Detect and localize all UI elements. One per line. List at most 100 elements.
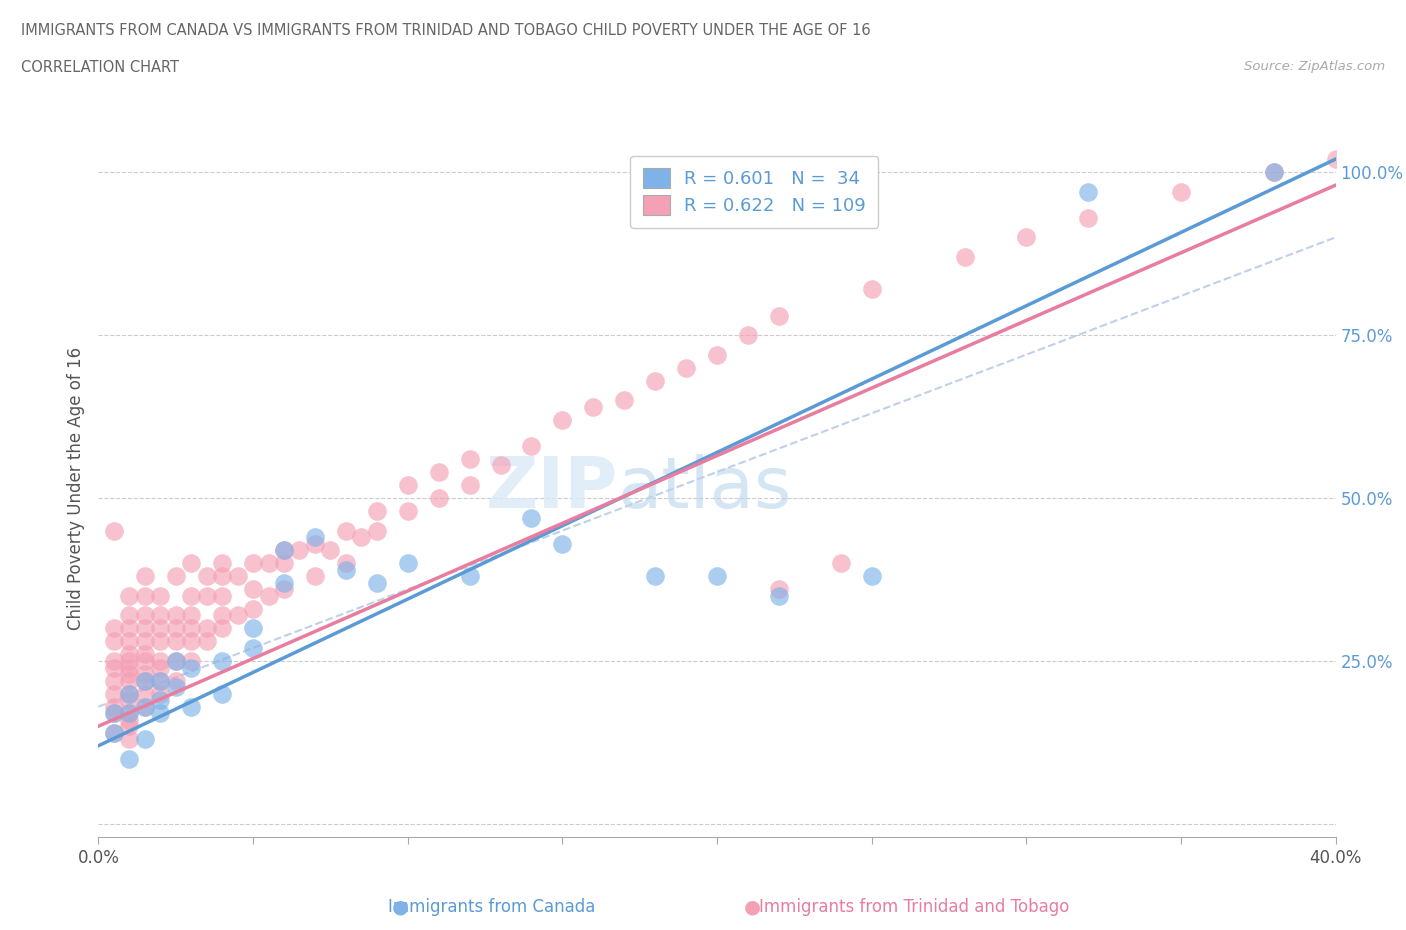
Point xyxy=(134,647,156,662)
Point xyxy=(103,706,125,721)
Point xyxy=(149,654,172,669)
Point xyxy=(180,654,202,669)
Point xyxy=(458,569,481,584)
Point xyxy=(103,725,125,740)
Point xyxy=(458,451,481,466)
Point xyxy=(180,589,202,604)
Point xyxy=(582,399,605,414)
Point xyxy=(427,464,450,479)
Point xyxy=(675,360,697,375)
Point xyxy=(644,569,666,584)
Legend: R = 0.601   N =  34, R = 0.622   N = 109: R = 0.601 N = 34, R = 0.622 N = 109 xyxy=(630,155,879,228)
Point xyxy=(149,589,172,604)
Point xyxy=(319,543,342,558)
Point xyxy=(257,589,280,604)
Point xyxy=(396,556,419,571)
Point xyxy=(396,477,419,492)
Point xyxy=(195,589,218,604)
Text: Immigrants from Trinidad and Tobago: Immigrants from Trinidad and Tobago xyxy=(759,897,1069,916)
Point xyxy=(350,530,373,545)
Point xyxy=(195,634,218,649)
Point xyxy=(134,608,156,623)
Point xyxy=(273,576,295,591)
Point xyxy=(211,621,233,636)
Point xyxy=(242,602,264,617)
Point xyxy=(520,438,543,453)
Point xyxy=(226,608,249,623)
Point xyxy=(118,712,141,727)
Point xyxy=(180,699,202,714)
Point xyxy=(1077,184,1099,199)
Point xyxy=(149,621,172,636)
Point xyxy=(706,569,728,584)
Point xyxy=(103,706,125,721)
Point xyxy=(118,706,141,721)
Point xyxy=(149,706,172,721)
Point xyxy=(768,308,790,323)
Point xyxy=(180,660,202,675)
Text: ZIP: ZIP xyxy=(486,454,619,523)
Point xyxy=(1263,165,1285,179)
Point xyxy=(335,556,357,571)
Point xyxy=(165,680,187,695)
Point xyxy=(118,621,141,636)
Point xyxy=(165,654,187,669)
Point xyxy=(165,673,187,688)
Point xyxy=(644,373,666,388)
Point xyxy=(149,686,172,701)
Point xyxy=(103,673,125,688)
Point xyxy=(134,569,156,584)
Point xyxy=(953,249,976,264)
Point xyxy=(118,634,141,649)
Point xyxy=(273,543,295,558)
Point xyxy=(180,556,202,571)
Point xyxy=(830,556,852,571)
Point xyxy=(103,660,125,675)
Text: Immigrants from Canada: Immigrants from Canada xyxy=(388,897,596,916)
Point xyxy=(165,569,187,584)
Point xyxy=(304,569,326,584)
Point xyxy=(103,725,125,740)
Point xyxy=(180,634,202,649)
Point xyxy=(118,686,141,701)
Point xyxy=(551,412,574,427)
Point xyxy=(768,582,790,597)
Point xyxy=(273,543,295,558)
Point xyxy=(1263,165,1285,179)
Text: CORRELATION CHART: CORRELATION CHART xyxy=(21,60,179,75)
Point xyxy=(366,576,388,591)
Point xyxy=(304,537,326,551)
Point xyxy=(211,569,233,584)
Point xyxy=(335,524,357,538)
Point xyxy=(458,477,481,492)
Point xyxy=(118,706,141,721)
Point xyxy=(1077,210,1099,225)
Point xyxy=(103,524,125,538)
Point xyxy=(165,654,187,669)
Point xyxy=(288,543,311,558)
Point xyxy=(103,634,125,649)
Point xyxy=(165,608,187,623)
Point xyxy=(242,556,264,571)
Point xyxy=(134,667,156,682)
Point xyxy=(180,608,202,623)
Point xyxy=(149,693,172,708)
Point xyxy=(737,327,759,342)
Point xyxy=(134,673,156,688)
Point xyxy=(768,589,790,604)
Point xyxy=(118,660,141,675)
Point xyxy=(103,686,125,701)
Point xyxy=(242,582,264,597)
Point xyxy=(149,634,172,649)
Point xyxy=(149,673,172,688)
Point xyxy=(134,699,156,714)
Point xyxy=(103,654,125,669)
Point xyxy=(118,673,141,688)
Point xyxy=(134,589,156,604)
Point xyxy=(118,667,141,682)
Point xyxy=(134,732,156,747)
Point xyxy=(257,556,280,571)
Point xyxy=(149,608,172,623)
Text: atlas: atlas xyxy=(619,454,793,523)
Point xyxy=(195,621,218,636)
